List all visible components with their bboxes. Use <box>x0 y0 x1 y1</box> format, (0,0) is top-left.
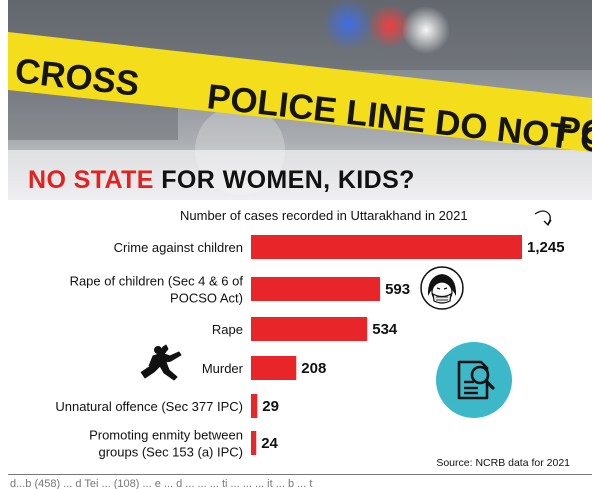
bar-5 <box>251 431 257 455</box>
category-label-1-1: POCSO Act) <box>170 291 243 306</box>
divider <box>8 474 592 475</box>
headline-black-part: FOR WOMEN, KIDS? <box>161 166 415 194</box>
curved-arrow-icon <box>534 210 552 227</box>
category-label-3-0: Murder <box>202 361 244 376</box>
body-outline-icon <box>139 344 182 381</box>
police-tape-image: CROSS POLICE LINE DO NOT CROSS PO <box>8 0 592 200</box>
document-search-icon <box>436 342 512 418</box>
headline: NO STATE FOR WOMEN, KIDS? <box>28 166 415 195</box>
source-note: Source: NCRB data for 2021 <box>436 457 570 469</box>
chart-subtitle: Number of cases recorded in Uttarakhand … <box>180 208 468 223</box>
cropped-article-text: d...b (458) ... d Tei ... (108) ... e ..… <box>10 478 313 489</box>
category-label-5-1: groups (Sec 153 (a) IPC) <box>98 445 243 460</box>
bar-3 <box>251 356 297 380</box>
bar-4 <box>251 394 258 418</box>
category-label-5-0: Promoting enmity between <box>89 428 243 443</box>
category-label-2-0: Rape <box>212 322 243 337</box>
bar-value-label-1: 593 <box>385 281 410 298</box>
tape-text-po: PO <box>555 109 592 153</box>
bar-value-label-0: 1,245 <box>527 239 565 256</box>
police-tape <box>8 32 592 152</box>
bar-1 <box>251 277 381 301</box>
category-label-4-0: Unnatural offence (Sec 377 IPC) <box>55 399 243 414</box>
bar-2 <box>251 317 368 341</box>
bar-value-label-4: 29 <box>262 398 279 415</box>
bar-value-label-2: 534 <box>372 321 398 338</box>
girl-with-mask-icon <box>420 266 464 310</box>
headline-red-part: NO STATE <box>28 166 154 194</box>
bar-value-label-3: 208 <box>301 360 326 377</box>
crime-scene-photo: CROSS POLICE LINE DO NOT CROSS PO <box>8 0 592 200</box>
bar-value-label-5: 24 <box>261 435 278 452</box>
category-label-1-0: Rape of children (Sec 4 & 6 of <box>70 274 244 289</box>
category-label-0-0: Crime against children <box>114 240 243 255</box>
bar-0 <box>251 235 522 259</box>
